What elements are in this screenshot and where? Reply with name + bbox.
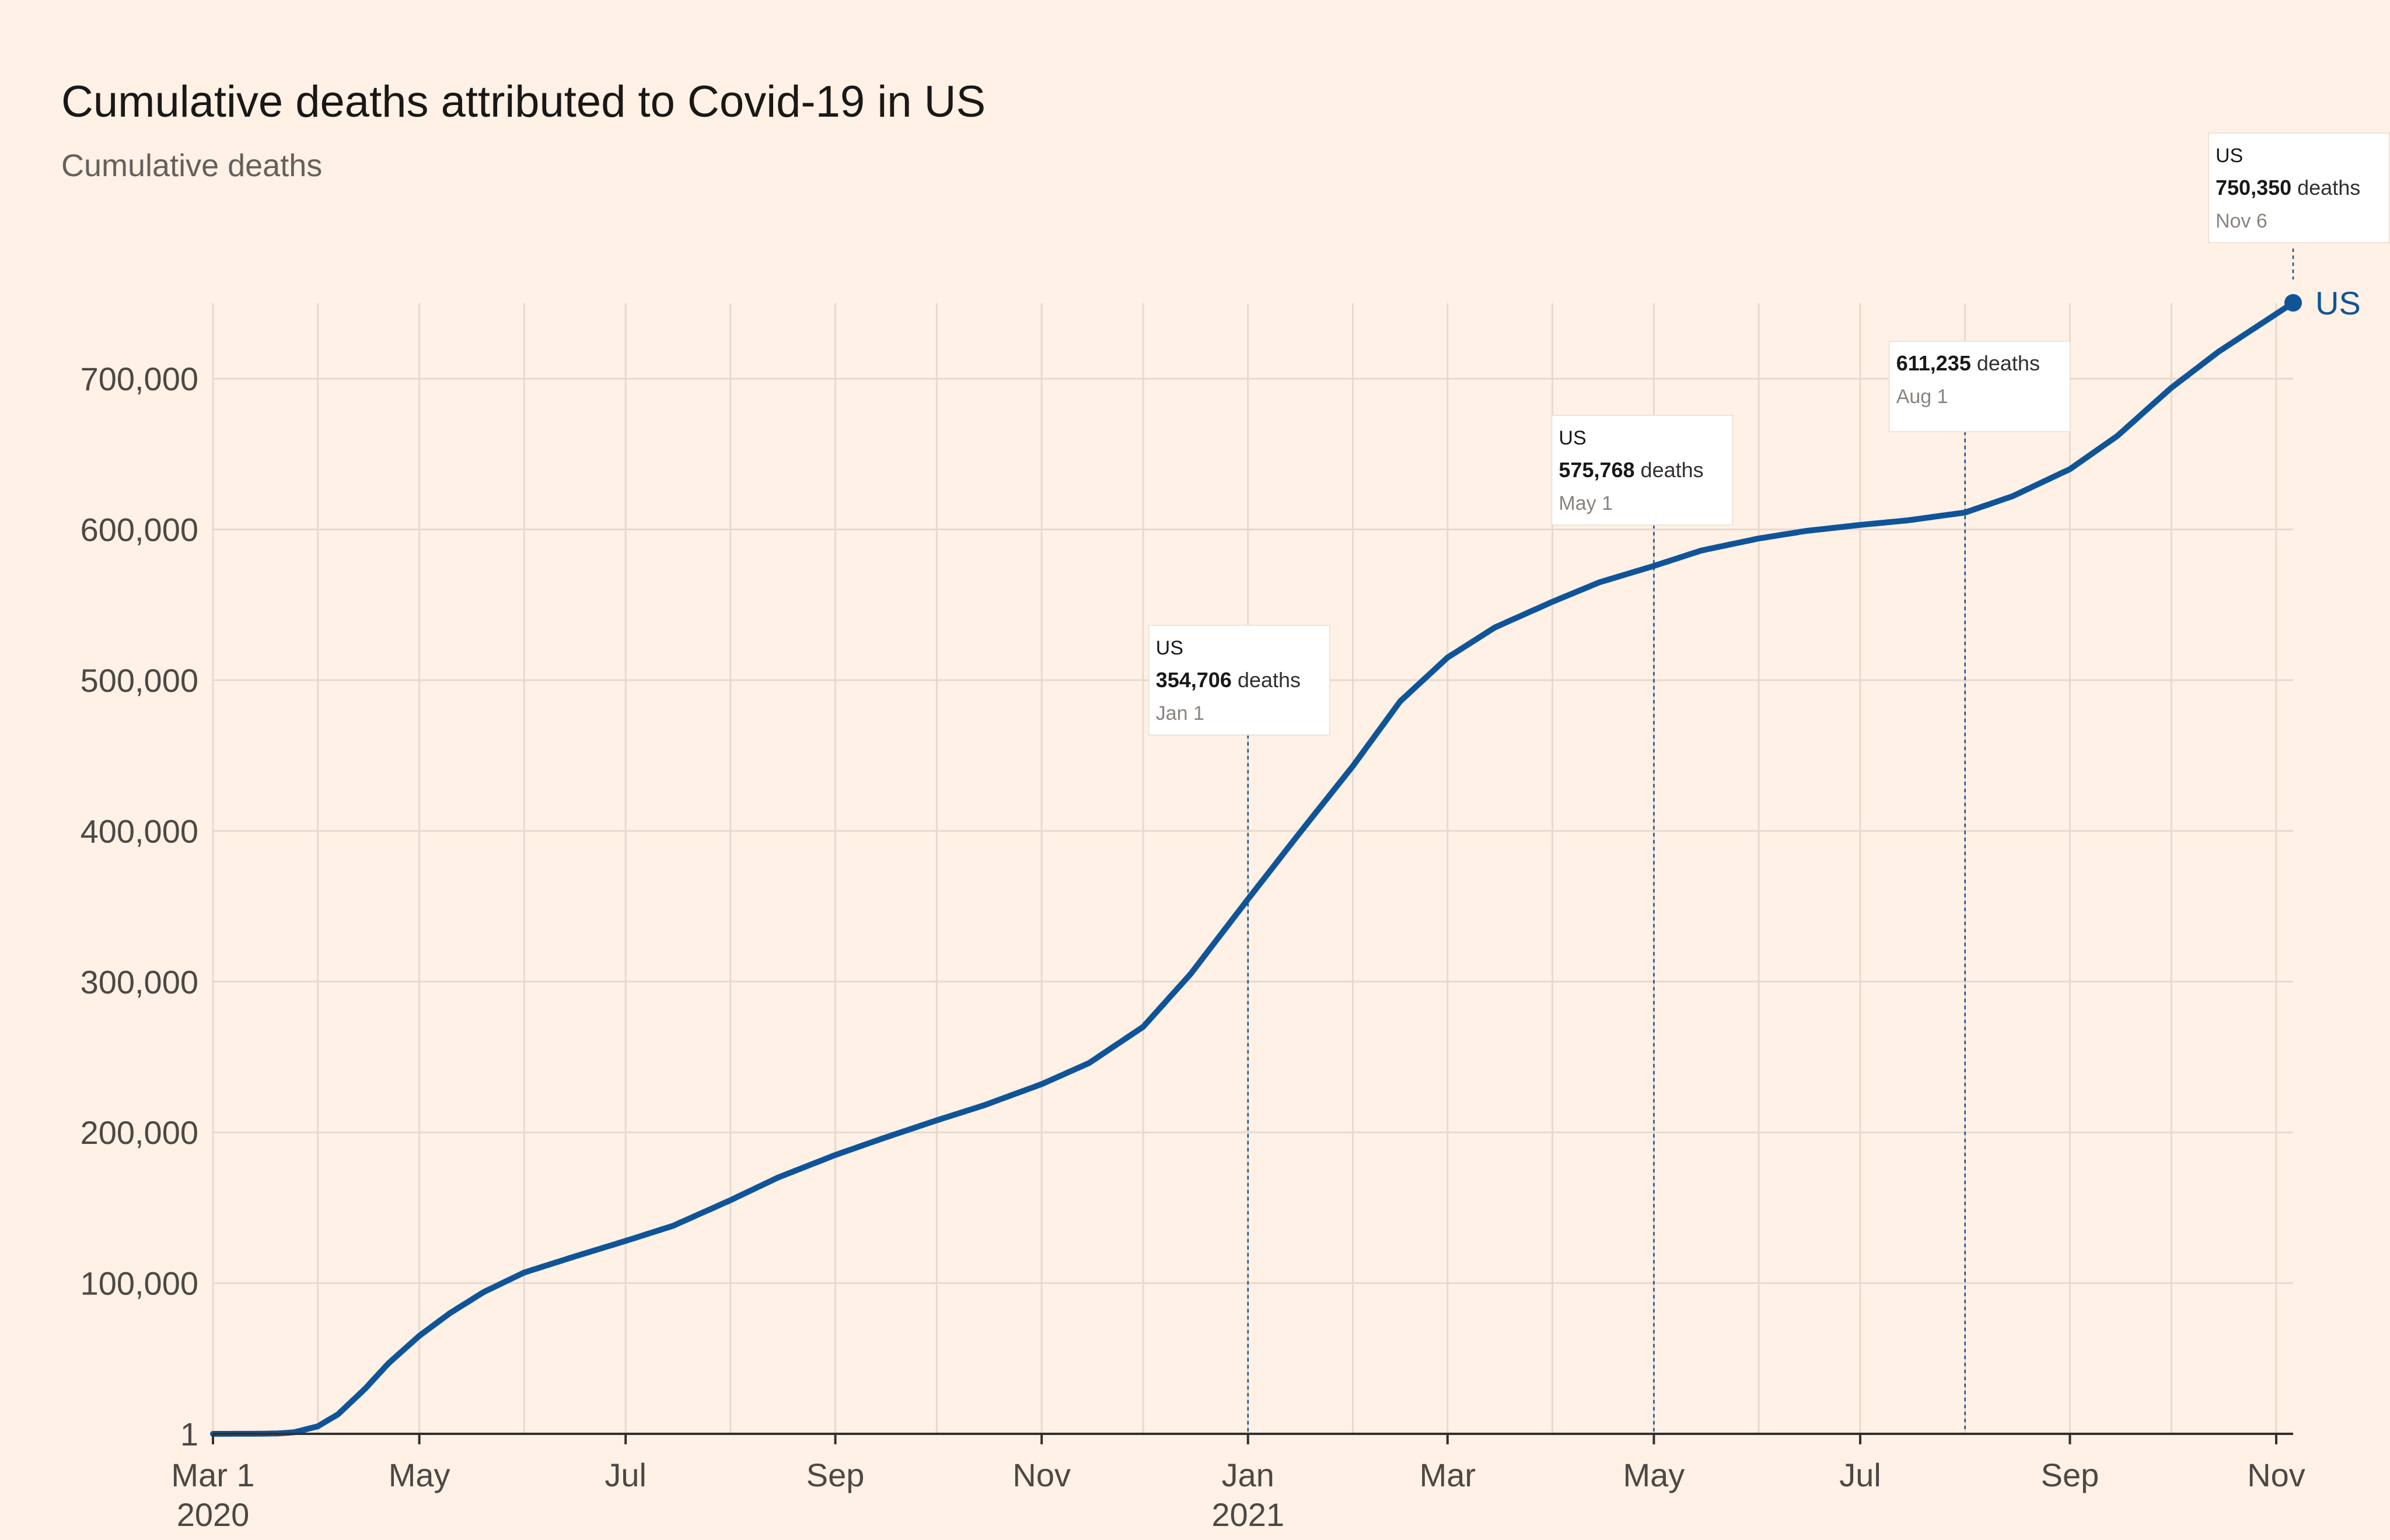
x-tick-label: Jul <box>605 1457 647 1493</box>
tooltip-value: 354,706 <box>1156 668 1238 692</box>
annotation-tooltip: US 354,706 deaths Jan 1 <box>1148 625 1330 736</box>
tooltip-box <box>2208 132 2390 243</box>
tooltip-value-line: 575,768 deaths <box>1559 458 1703 482</box>
gridlines <box>212 303 2293 1434</box>
chart-subtitle: Cumulative deaths <box>61 148 322 183</box>
y-tick-label: 400,000 <box>81 813 198 849</box>
chart-title: Cumulative deaths attributed to Covid-19… <box>61 77 986 127</box>
tooltip-value: 611,235 <box>1896 351 1977 375</box>
tooltip-unit: deaths <box>1977 351 2040 375</box>
series-line-us <box>210 300 2296 1437</box>
tooltip-series-name: US <box>1559 427 1586 449</box>
tooltip-date: Nov 6 <box>2216 210 2267 232</box>
tooltip-box <box>1148 625 1330 736</box>
x-tick-label: Sep <box>2041 1457 2099 1493</box>
tooltip-unit: deaths <box>2297 176 2360 200</box>
tooltip-box <box>1888 341 2071 432</box>
tooltip-unit: deaths <box>1641 458 1704 482</box>
y-tick-label: 700,000 <box>81 360 198 397</box>
x-tick-sublabel: 2021 <box>1212 1496 1285 1533</box>
x-tick-label: Mar <box>1420 1457 1476 1493</box>
y-tick-label: 200,000 <box>81 1114 198 1151</box>
y-tick-label: 100,000 <box>81 1265 198 1302</box>
tooltip-value-line: 750,350 deaths <box>2216 176 2360 200</box>
tooltip-value-line: 354,706 deaths <box>1156 668 1301 692</box>
tooltip-box <box>1551 415 1734 526</box>
tooltip-value-line: 611,235 deaths <box>1896 351 2040 375</box>
tooltip-series-name: US <box>2216 145 2243 167</box>
y-tick-label: 300,000 <box>81 964 198 1000</box>
x-tick-sublabel: 2020 <box>177 1496 250 1533</box>
x-tick-label: Jul <box>1839 1457 1881 1493</box>
x-tick-label: Jan <box>1222 1457 1274 1493</box>
tooltip-series-name: US <box>1156 637 1183 659</box>
annotation-guides <box>1247 249 2294 1434</box>
x-tick-label: Nov <box>2247 1457 2305 1493</box>
x-tick-label: Nov <box>1012 1457 1071 1493</box>
annotation-tooltips: US 354,706 deaths Jan 1 US 575,768 deaths May… <box>1148 132 2390 736</box>
axes: 1 100,000 200,000 300,000 400,000 500,000 600,… <box>81 360 2305 1533</box>
x-tick-label: May <box>389 1457 450 1493</box>
tooltip-date: May 1 <box>1559 492 1613 514</box>
series-lines: US <box>210 285 2361 1437</box>
y-tick-label: 600,000 <box>81 512 198 548</box>
annotation-tooltip: 611,235 deaths Aug 1 <box>1888 341 2071 432</box>
tooltip-value: 575,768 <box>1559 458 1640 482</box>
x-tick-label: Sep <box>806 1457 865 1493</box>
tooltip-date: Jan 1 <box>1156 702 1204 724</box>
x-tick-label: May <box>1623 1457 1685 1493</box>
x-tick-label: Mar 1 <box>171 1457 254 1493</box>
tooltip-date: Aug 1 <box>1896 386 1948 408</box>
annotation-tooltip: US 750,350 deaths Nov 6 <box>2208 132 2390 243</box>
y-tick-label: 500,000 <box>81 662 198 699</box>
series-end-point <box>2284 294 2302 312</box>
annotation-tooltip: US 575,768 deaths May 1 <box>1551 415 1734 526</box>
tooltip-unit: deaths <box>1238 668 1301 692</box>
y-tick-label: 1 <box>180 1416 198 1452</box>
tooltip-value: 750,350 <box>2216 176 2297 200</box>
series-end-label: US <box>2315 285 2361 321</box>
